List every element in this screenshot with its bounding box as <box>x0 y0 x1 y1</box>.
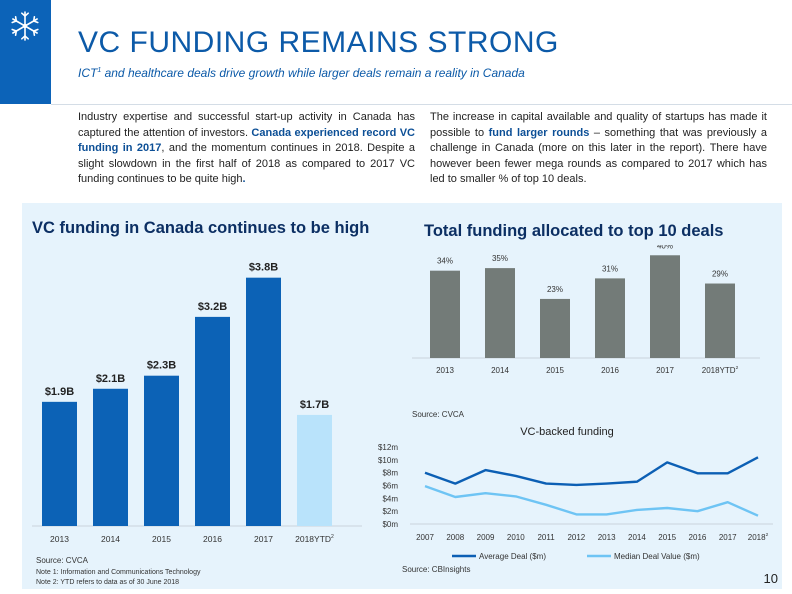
bar-value-label: 34% <box>437 257 453 266</box>
x-tick-label: 2014 <box>101 534 120 544</box>
bar-value-label: 40% <box>657 245 673 250</box>
bar-value-label: $2.3B <box>147 360 176 372</box>
left-chart-title: VC funding in Canada continues to be hig… <box>32 219 370 237</box>
bar-value-label: $3.8B <box>249 262 278 274</box>
x-tick-label: 2013 <box>50 534 69 544</box>
bar-2016 <box>195 316 230 526</box>
x-tick-label: 2015 <box>658 533 676 542</box>
bar-value-label: $3.2B <box>198 301 227 313</box>
legend-label: Average Deal ($m) <box>479 552 546 561</box>
x-tick-label: 2013 <box>598 533 616 542</box>
line-chart-title: VC-backed funding <box>520 426 614 438</box>
x-tick-label: 2013 <box>436 366 454 375</box>
bar-value-label: 23% <box>547 285 563 294</box>
y-tick-label: $10m <box>378 456 398 465</box>
line-chart-source: Source: CBInsights <box>402 565 471 574</box>
intro-paragraph-right: The increase in capital available and qu… <box>430 111 767 185</box>
x-tick-label: 2008 <box>446 533 464 542</box>
y-tick-label: $2m <box>382 507 398 516</box>
bar-2013 <box>42 401 77 526</box>
top10-deals-bar-chart: 34% 2013 35% 2014 23% 2015 31% 2016 40% 2017 29% 20… <box>412 245 760 375</box>
y-tick-label: $12m <box>378 443 398 452</box>
vc-funding-bar-chart: $1.9B 2013 $2.1B 2014 $2.3B 2015 $3.2B 2016 $3.8… <box>32 262 362 544</box>
x-tick-label: 2017 <box>254 534 273 544</box>
x-tick-label: 2010 <box>507 533 525 542</box>
x-tick-label: 2009 <box>477 533 495 542</box>
x-tick-label: 2016 <box>689 533 707 542</box>
bar-value-label: $2.1B <box>96 373 125 385</box>
snowflake-logo-icon <box>11 11 39 41</box>
x-tick-label: 2016 <box>601 366 619 375</box>
vc-backed-funding-line-chart: VC-backed funding $0m $2m $4m $6m $8m $10m $12m… <box>378 426 773 561</box>
series-line-average-deal <box>424 456 759 487</box>
legend-label: Median Deal Value ($m) <box>614 552 700 561</box>
x-tick-label: 2011 <box>537 533 555 542</box>
bar-2014 <box>93 388 128 526</box>
page-subtitle: ICT1 and healthcare deals drive growth w… <box>78 66 525 80</box>
note-1: Note 1: Information and Communications T… <box>36 569 201 576</box>
top-right-chart-source: Source: CVCA <box>412 410 465 419</box>
logo-block <box>0 0 51 104</box>
x-tick-label: 2016 <box>203 534 222 544</box>
x-tick-label: 2015 <box>152 534 171 544</box>
bar-value-label: $1.9B <box>45 386 74 398</box>
bar-2014 <box>485 268 515 358</box>
bar-value-label: 35% <box>492 254 508 263</box>
x-tick-label: 2014 <box>628 533 646 542</box>
bar-2016 <box>595 278 625 358</box>
bar-2017 <box>246 277 281 526</box>
x-tick-label: 2014 <box>491 366 509 375</box>
page-title: VC FUNDING REMAINS STRONG <box>78 26 559 59</box>
bar-2015 <box>144 375 179 526</box>
bar-value-label: 31% <box>602 264 618 273</box>
bar-2018YTD <box>705 283 735 358</box>
bar-value-label: $1.7B <box>300 399 329 411</box>
x-tick-label: 2018YTD2 <box>295 534 334 544</box>
y-tick-label: $4m <box>382 494 398 503</box>
bar-2018YTD <box>297 414 332 526</box>
x-tick-label: 2017 <box>719 533 737 542</box>
left-chart-source: Source: CVCA <box>36 556 89 565</box>
x-tick-label: 2017 <box>656 366 674 375</box>
bar-2013 <box>430 270 460 358</box>
page-number: 10 <box>763 571 778 586</box>
header-divider <box>51 104 792 105</box>
bar-2015 <box>540 298 570 358</box>
x-tick-label: 2018YTD2 <box>702 365 739 375</box>
x-tick-label: 2012 <box>567 533 585 542</box>
x-tick-label: 2015 <box>546 366 564 375</box>
bar-2017 <box>650 255 680 358</box>
y-tick-label: $8m <box>382 469 398 478</box>
series-line-median-deal <box>424 484 759 517</box>
note-2: Note 2: YTD refers to data as of 30 June… <box>36 579 180 586</box>
bar-value-label: 29% <box>712 270 728 279</box>
y-tick-label: $6m <box>382 482 398 491</box>
intro-paragraph-left: Industry expertise and successful start-… <box>78 111 415 185</box>
y-tick-label: $0m <box>382 520 398 529</box>
x-tick-label: 20182 <box>748 532 769 542</box>
x-tick-label: 2007 <box>416 533 434 542</box>
top-right-chart-title: Total funding allocated to top 10 deals <box>424 222 724 240</box>
